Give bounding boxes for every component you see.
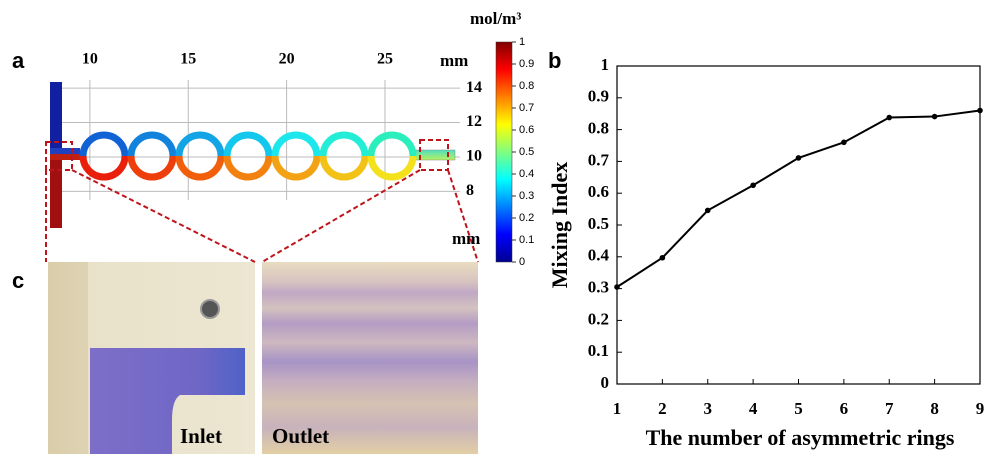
x-tick-label: 10: [82, 51, 98, 68]
ring-bottom: [79, 155, 129, 181]
y-tick-label: 12: [466, 113, 482, 130]
y-unit: mm: [452, 229, 480, 248]
colorbar-tick-label: 0: [519, 256, 525, 268]
micrographs: [48, 262, 478, 454]
zoom-box: [45, 141, 73, 171]
ring-top: [175, 131, 225, 157]
data-point: [931, 113, 938, 120]
inlet-channel: [50, 148, 80, 154]
data-point: [750, 182, 756, 189]
y-tick-label: 0.4: [588, 246, 610, 265]
inlet-blue: [50, 82, 62, 148]
photo-label: Outlet: [272, 424, 329, 448]
colorbar-tick-label: 0.6: [519, 124, 534, 136]
zoom-box: [419, 139, 449, 171]
x-tick-label: 4: [749, 399, 758, 418]
x-tick-label: 7: [885, 399, 894, 418]
x-tick-label: 20: [279, 51, 295, 68]
y-tick-label: 10: [466, 148, 482, 165]
y-tick-label: 0.8: [588, 119, 609, 138]
panel-label: b: [548, 48, 561, 73]
data-line: [616, 109, 981, 288]
data-point: [659, 254, 666, 261]
colorbar-title: mol/m³: [470, 9, 521, 28]
y-tick-label: 0.3: [588, 278, 609, 297]
y-tick-label: 0.1: [588, 341, 609, 360]
x-tick-label: 1: [613, 399, 622, 418]
zoom-line: [447, 169, 479, 263]
y-tick-label: 0.6: [588, 182, 609, 201]
ring-top: [127, 131, 177, 157]
inlet-channel: [50, 154, 80, 160]
ring-top: [223, 131, 273, 157]
colorbar-tick-label: 0.4: [519, 168, 534, 180]
outlet-photo: [262, 262, 478, 454]
data-point: [977, 107, 983, 114]
ring-top: [319, 131, 369, 157]
x-tick-label: 2: [658, 399, 667, 418]
x-tick-label: 8: [930, 399, 939, 418]
zoom-markers: [45, 139, 479, 263]
colorbar-tick-label: 0.7: [519, 102, 534, 114]
y-tick-label: 0: [601, 373, 610, 392]
x-tick-label: 5: [794, 399, 803, 418]
simulation-panel: [50, 80, 460, 228]
ring-top: [367, 131, 417, 157]
data-point: [614, 284, 620, 290]
colorbar-tick-label: 0.5: [519, 146, 534, 158]
ring-bottom: [175, 155, 225, 181]
panel-label: c: [12, 268, 24, 293]
ring-bottom: [271, 155, 321, 181]
plot-frame: [616, 65, 981, 385]
colorbar-tick-label: 0.1: [519, 234, 534, 246]
x-tick-label: 25: [377, 51, 393, 68]
y-tick-label: 8: [466, 182, 474, 199]
x-unit: mm: [440, 51, 468, 70]
ring-bottom: [223, 155, 273, 181]
x-tick-label: 15: [180, 51, 196, 68]
x-axis-title: The number of asymmetric rings: [646, 425, 955, 450]
colorbar: [495, 41, 513, 263]
photo-label: Inlet: [180, 424, 222, 448]
panel-label: a: [12, 48, 25, 73]
x-tick-label: 6: [840, 399, 849, 418]
data-point: [795, 155, 802, 161]
ring-bottom: [367, 155, 417, 181]
colorbar-tick-label: 0.8: [519, 80, 534, 92]
y-tick-label: 0.2: [588, 309, 609, 328]
data-point: [841, 139, 847, 146]
zoom-line: [71, 169, 256, 263]
y-tick-label: 1: [601, 55, 610, 74]
colorbar-tick-label: 0.3: [519, 190, 534, 202]
ring-bottom: [319, 155, 369, 181]
y-tick-label: 14: [466, 79, 482, 96]
purple-flow: [90, 348, 245, 454]
zoom-line: [261, 169, 421, 263]
y-axis-title: Mixing Index: [547, 162, 572, 289]
particle: [200, 299, 220, 319]
ring-top: [79, 131, 129, 157]
x-tick-label: 9: [976, 399, 985, 418]
x-tick-label: 3: [704, 399, 713, 418]
photo-edge: [48, 262, 88, 454]
inlet-red: [50, 160, 62, 228]
colorbar-tick-label: 0.2: [519, 212, 534, 224]
data-point: [704, 207, 711, 214]
colorbar-tick-label: 0.9: [519, 58, 534, 70]
data-point: [886, 114, 893, 121]
colorbar-tick-label: 1: [519, 36, 525, 48]
y-tick-label: 0.9: [588, 87, 609, 106]
y-tick-label: 0.7: [588, 150, 610, 169]
y-tick-label: 0.5: [588, 214, 609, 233]
ring-top: [271, 131, 321, 157]
ring-bottom: [127, 155, 177, 181]
